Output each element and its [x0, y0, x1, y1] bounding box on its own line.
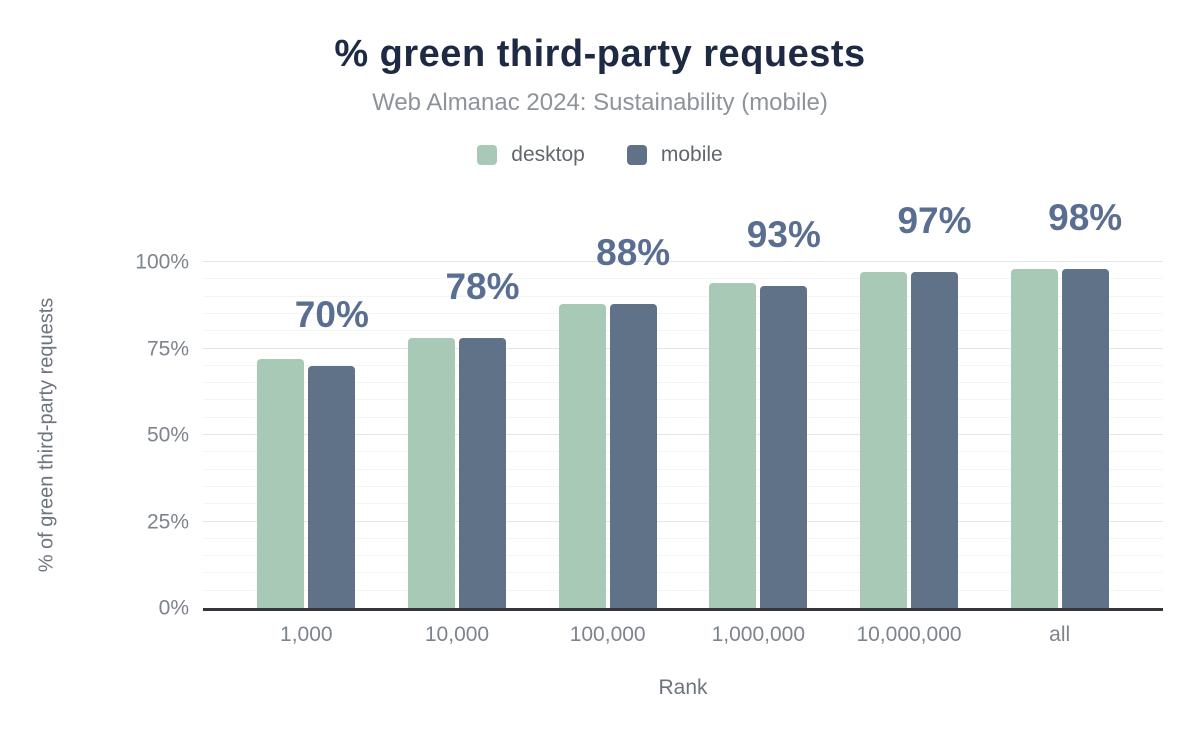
- data-label-10,000: 78%: [445, 266, 520, 308]
- gridline: [203, 520, 1163, 522]
- bar-mobile-1,000,000[interactable]: [760, 286, 808, 608]
- gridline: [203, 416, 1163, 418]
- gridline: [203, 503, 1163, 505]
- bar-mobile-100,000[interactable]: [609, 303, 657, 608]
- x-tick-1,000,000: 1,000,000: [711, 623, 806, 646]
- bar-mobile-10,000,000[interactable]: [911, 272, 958, 608]
- bar-desktop-1,000[interactable]: [257, 358, 305, 608]
- data-label-all: 98%: [1048, 196, 1123, 238]
- plot-area: 0% 25% 50% 75% 100% 70% 1,000 78% 10,000 88% 100,0…: [135, 199, 1163, 646]
- y-tick-0%: 0%: [158, 596, 189, 620]
- x-tick-1,000: 1,000: [280, 623, 333, 646]
- legend-label-desktop: desktop: [511, 143, 585, 166]
- x-tick-all: all: [1049, 623, 1071, 646]
- bar-mobile-all[interactable]: [1061, 268, 1109, 608]
- gridline: [203, 555, 1163, 557]
- gridline: [203, 485, 1163, 487]
- gridline: [203, 572, 1163, 574]
- y-tick-50%: 50%: [146, 423, 189, 447]
- x-tick-10,000,000: 10,000,000: [856, 623, 962, 646]
- legend-item-mobile[interactable]: mobile: [626, 143, 723, 167]
- legend: desktop mobile: [0, 143, 1200, 167]
- bar-desktop-10,000,000[interactable]: [860, 272, 907, 608]
- x-tick-100,000: 100,000: [569, 623, 646, 646]
- bar-desktop-1,000,000[interactable]: [709, 282, 757, 608]
- gridline: [203, 364, 1163, 366]
- gridline: [203, 312, 1163, 314]
- chart-subtitle: Web Almanac 2024: Sustainability (mobile…: [372, 89, 828, 116]
- legend-swatch-mobile: [626, 145, 647, 165]
- gridline: [203, 589, 1163, 591]
- gridline: [203, 330, 1163, 332]
- gridline: [203, 261, 1163, 262]
- gridline: [203, 468, 1163, 470]
- bar-desktop-10,000[interactable]: [408, 338, 455, 608]
- y-axis-title: % of green third-party requests: [35, 297, 58, 573]
- bar-desktop-all[interactable]: [1010, 268, 1058, 608]
- legend-swatch-desktop: [477, 145, 498, 165]
- gridline: [203, 278, 1163, 280]
- chart-title: % green third-party requests: [334, 33, 866, 75]
- y-tick-25%: 25%: [146, 510, 189, 533]
- bar-mobile-1,000[interactable]: [308, 365, 356, 608]
- y-tick-100%: 100%: [135, 250, 189, 274]
- data-label-1,000,000: 93%: [746, 214, 821, 256]
- gridline: [203, 295, 1163, 297]
- data-label-1,000: 70%: [294, 293, 369, 335]
- gridline: [203, 399, 1163, 401]
- gridline: [203, 451, 1163, 453]
- x-tick-10,000: 10,000: [424, 623, 490, 646]
- legend-label-mobile: mobile: [660, 143, 723, 166]
- gridline: [203, 537, 1163, 539]
- data-label-100,000: 88%: [596, 231, 671, 273]
- bar-desktop-100,000[interactable]: [558, 303, 606, 608]
- gridline: [203, 382, 1163, 384]
- legend-item-desktop[interactable]: desktop: [477, 143, 585, 167]
- y-tick-75%: 75%: [146, 337, 189, 360]
- bar-mobile-10,000[interactable]: [459, 338, 506, 608]
- gridline: [203, 434, 1163, 435]
- data-label-10,000,000: 97%: [897, 200, 972, 242]
- gridline: [203, 347, 1163, 349]
- x-axis-title: Rank: [658, 676, 708, 699]
